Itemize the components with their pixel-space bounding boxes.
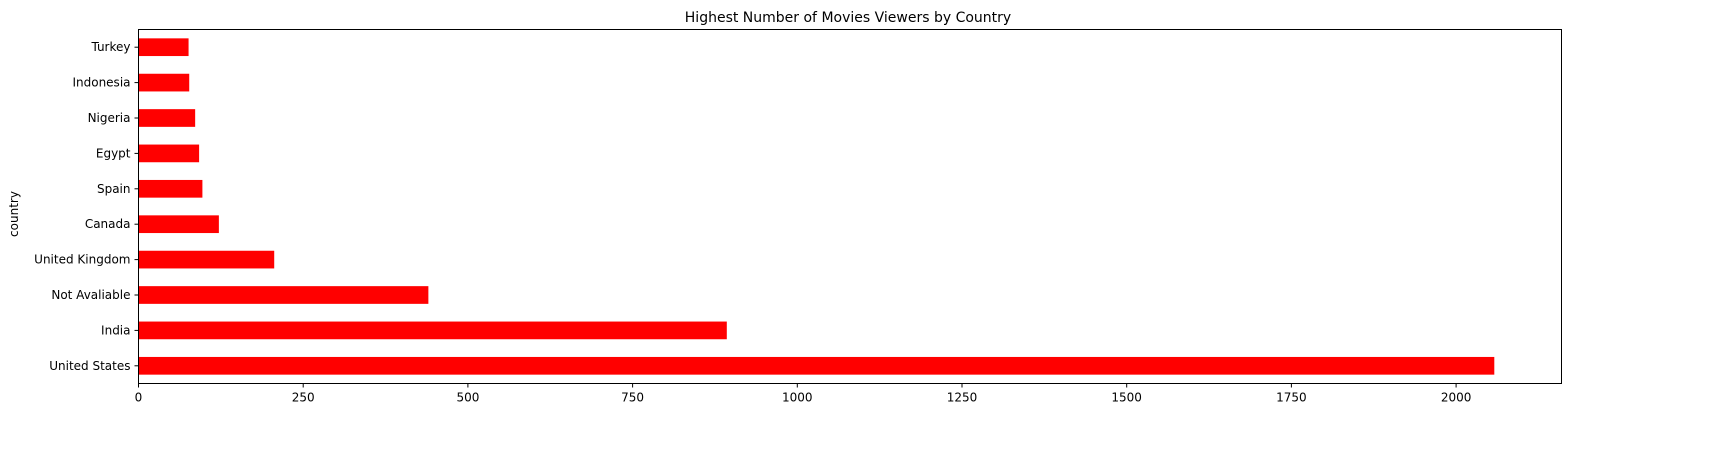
bars-group (138, 38, 1495, 375)
y-tick-label: Canada (85, 217, 131, 231)
bar-united-states (138, 356, 1495, 375)
x-tick-label: 2000 (1441, 391, 1472, 405)
chart-title: Highest Number of Movies Viewers by Coun… (685, 10, 1011, 26)
y-axis-label: country (7, 191, 21, 237)
y-tick-label: United States (49, 359, 130, 373)
y-tick-label: India (101, 323, 130, 337)
plot-frame (138, 29, 1562, 384)
y-tick-label: Indonesia (72, 76, 130, 90)
bar-nigeria (138, 109, 196, 127)
x-tick-label: 750 (621, 391, 644, 405)
x-tick-label: 1250 (947, 391, 978, 405)
y-ticks-group: United States India Not Avaliable United Ki… (34, 40, 139, 373)
y-tick-label: Turkey (90, 40, 130, 54)
x-tick-label: 500 (456, 391, 479, 405)
x-tick-label: 1000 (782, 391, 813, 405)
x-tick-label: 0 (135, 391, 143, 405)
bar-canada (138, 215, 219, 234)
y-tick-label: Not Avaliable (51, 288, 130, 302)
x-tick-label: 1750 (1276, 391, 1307, 405)
bar-indonesia (138, 73, 190, 92)
bar-india (138, 321, 727, 340)
y-tick-label: United Kingdom (34, 253, 130, 267)
bar-spain (138, 179, 203, 198)
bar-united-kingdom (138, 250, 275, 269)
bar-egypt (138, 144, 200, 163)
x-tick-label: 1500 (1111, 391, 1142, 405)
x-ticks-group: 0 250 500 750 1000 1250 1500 1750 2000 (135, 383, 1472, 405)
bar-turkey (138, 38, 189, 57)
bar-not-avaliable (138, 286, 429, 304)
y-tick-label: Spain (97, 182, 131, 196)
y-tick-label: Nigeria (88, 111, 131, 125)
x-tick-label: 250 (292, 391, 315, 405)
y-tick-label: Egypt (96, 146, 131, 160)
